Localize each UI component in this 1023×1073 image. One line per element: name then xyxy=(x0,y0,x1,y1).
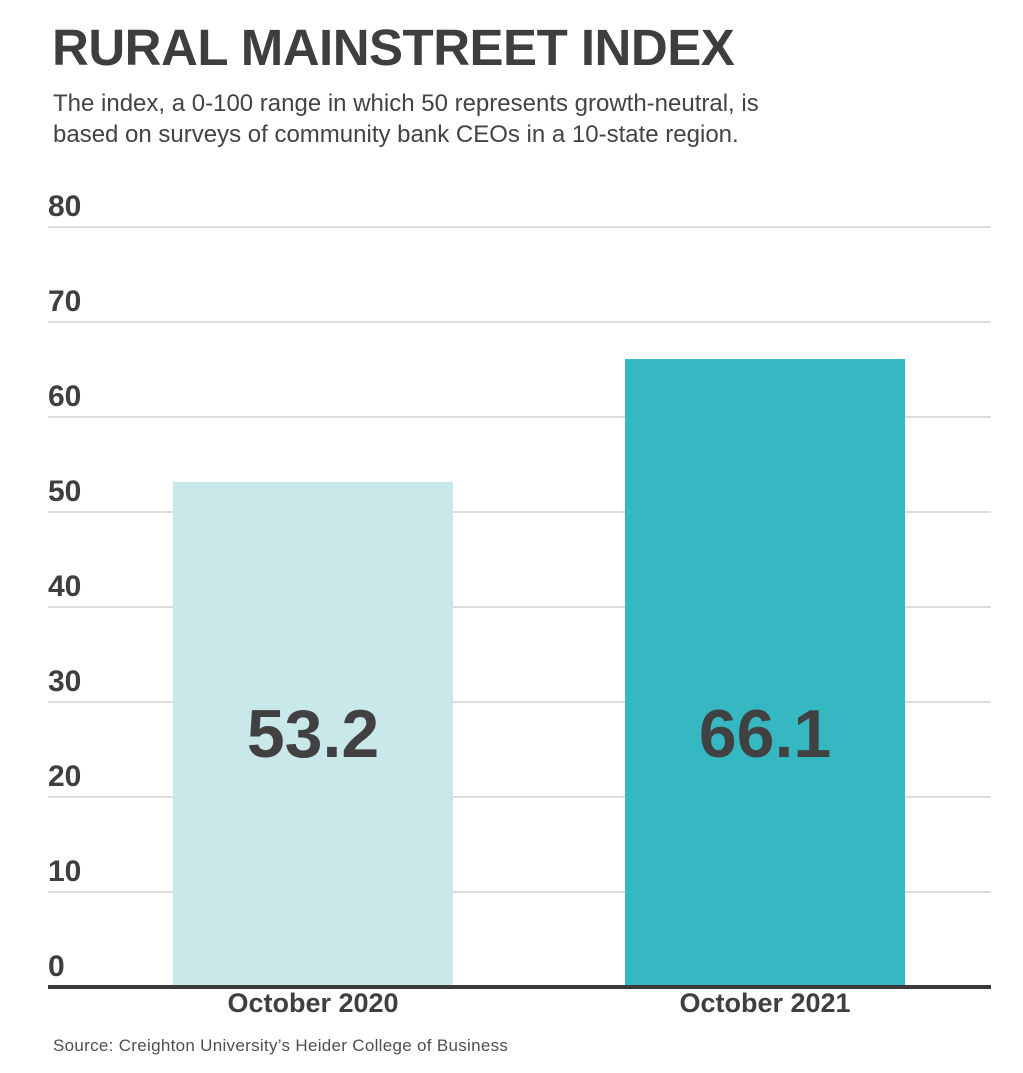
bar-october-2021 xyxy=(625,359,905,987)
gridline-80 xyxy=(48,226,991,228)
y-axis-tick-label-50: 50 xyxy=(48,475,82,508)
chart-subtitle-line-2: based on surveys of community bank CEOs … xyxy=(53,121,739,148)
y-axis-tick-label-70: 70 xyxy=(48,285,82,318)
y-axis-tick-label-40: 40 xyxy=(48,570,82,603)
gridline-20 xyxy=(48,796,991,798)
x-axis-category-label-october-2021: October 2021 xyxy=(679,988,851,1018)
gridline-60 xyxy=(48,416,991,418)
chart-subtitle-line-1: The index, a 0-100 range in which 50 rep… xyxy=(53,90,759,117)
source-note: Source: Creighton University’s Heider Co… xyxy=(53,1036,509,1055)
x-axis-line xyxy=(48,985,991,989)
gridline-10 xyxy=(48,891,991,893)
gridline-50 xyxy=(48,511,991,513)
gridline-70 xyxy=(48,321,991,323)
y-axis-tick-label-0: 0 xyxy=(48,950,65,983)
chart-title: RURAL MAINSTREET INDEX xyxy=(52,19,735,76)
chart-subtitle: The index, a 0-100 range in which 50 rep… xyxy=(53,88,759,150)
bar-value-label-0: 53.2 xyxy=(246,696,380,772)
gridline-30 xyxy=(48,701,991,703)
y-axis-tick-label-80: 80 xyxy=(48,190,82,223)
x-axis-category-label-october-2020: October 2020 xyxy=(227,988,399,1018)
y-axis-tick-label-10: 10 xyxy=(48,855,82,888)
bar-value-label-1: 66.1 xyxy=(698,696,832,772)
y-axis-tick-label-20: 20 xyxy=(48,760,82,793)
bar-october-2020 xyxy=(173,482,453,987)
y-axis-tick-label-30: 30 xyxy=(48,665,82,698)
y-axis-tick-label-60: 60 xyxy=(48,380,82,413)
gridline-40 xyxy=(48,606,991,608)
